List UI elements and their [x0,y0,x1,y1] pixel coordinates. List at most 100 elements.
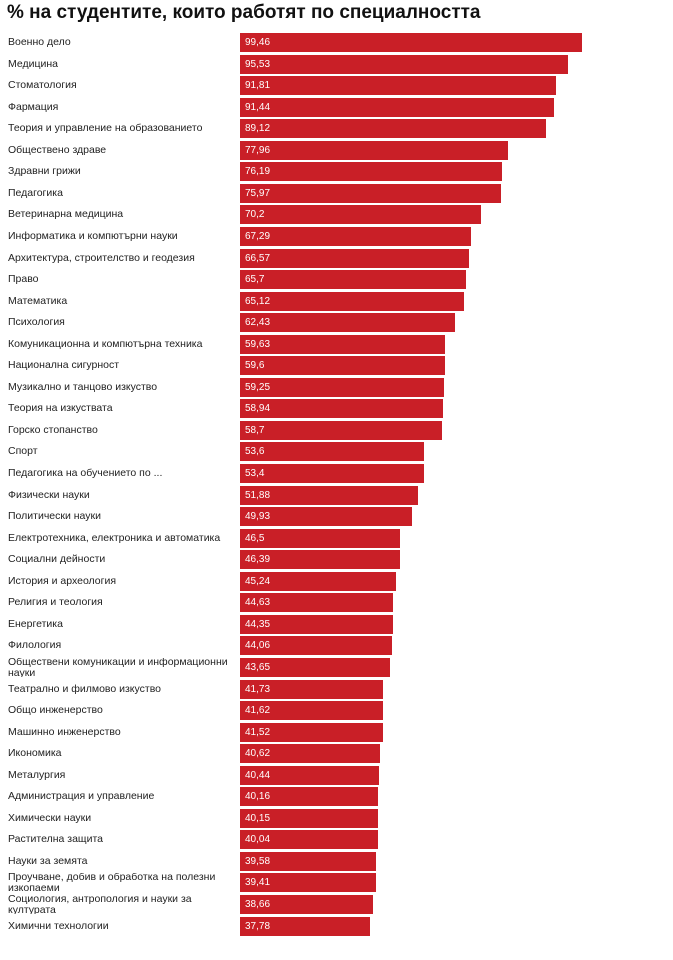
category-label: Право [8,273,39,285]
bar-value-label: 40,04 [245,834,271,845]
category-label: Спорт [8,445,38,457]
bar-value-label: 58,94 [245,403,271,414]
bar-value-label: 99,46 [245,37,271,48]
category-label: Металургия [8,769,66,781]
category-label: Химични технологии [8,920,109,932]
bar-value-label: 40,15 [245,813,271,824]
bar-value-label: 65,7 [245,274,265,285]
category-label: Химически науки [8,812,92,824]
bar-value-label: 66,57 [245,253,271,264]
category-label: Архитектура, строителство и геодезия [8,252,195,264]
bar-value-label: 38,66 [245,899,271,910]
chart-title: % на студентите, които работят по специа… [7,2,481,23]
category-label: Медицина [8,58,58,70]
category-label: История и археология [8,575,117,587]
bar [240,270,466,289]
bar-value-label: 91,81 [245,80,271,91]
bar [240,680,383,699]
bar-value-label: 44,63 [245,597,271,608]
category-label: Религия и теология [8,596,103,608]
bar [240,873,376,892]
bar [240,335,445,354]
category-label: Музикално и танцово изкуство [8,381,158,393]
bar [240,184,501,203]
bar [240,442,424,461]
bar [240,766,379,785]
bar-value-label: 45,24 [245,576,271,587]
category-label: Обществени комуникации и информационни н… [8,658,228,677]
bar-value-label: 49,93 [245,511,271,522]
bar-value-label: 41,62 [245,705,271,716]
bar-value-label: 65,12 [245,296,271,307]
bar [240,658,390,677]
bar [240,313,455,332]
bar [240,55,568,74]
bar [240,830,378,849]
bar [240,399,443,418]
bar [240,205,481,224]
category-label: Информатика и компютърни науки [8,230,178,242]
bar [240,421,442,440]
category-label: Администрация и управление [8,790,155,802]
bar [240,572,396,591]
bar [240,809,378,828]
bar-value-label: 53,6 [245,446,265,457]
bar [240,356,445,375]
category-label: Науки за земята [8,855,88,867]
bar-value-label: 75,97 [245,188,271,199]
category-label: Теория на изкуствата [8,402,113,414]
bar [240,744,380,763]
bar [240,593,393,612]
category-label: Горско стопанство [8,424,98,436]
bar-value-label: 59,25 [245,382,271,393]
bar-value-label: 53,4 [245,468,265,479]
category-label: Енергетика [8,618,63,630]
bar [240,701,383,720]
category-label: Проучване, добив и обработка на полезни … [8,873,216,892]
category-label: Педагогика на обучението по ... [8,467,163,479]
category-label: Здравни грижи [8,165,81,177]
category-label: Фармация [8,101,59,113]
category-label: Електротехника, електроника и автоматика [8,532,221,544]
category-label: Психология [8,316,65,328]
bar [240,98,554,117]
bar [240,507,412,526]
bar-value-label: 58,7 [245,425,265,436]
bar [240,141,508,160]
bar-value-label: 41,73 [245,684,271,695]
bar [240,895,373,914]
bar-value-label: 59,63 [245,339,271,350]
bar [240,787,378,806]
category-label: Математика [8,295,68,307]
bar-value-label: 41,52 [245,727,271,738]
category-label: Комуникационна и компютърна техника [8,338,203,350]
bar [240,162,502,181]
category-label: Политически науки [8,510,101,522]
bar-value-label: 39,58 [245,856,271,867]
bar [240,852,376,871]
category-label: Педагогика [8,187,63,199]
bar-value-label: 43,65 [245,662,271,673]
bar-value-label: 46,39 [245,554,271,565]
category-label: Филология [8,639,62,651]
bar-value-label: 46,5 [245,533,265,544]
bar-value-label: 40,62 [245,748,271,759]
bar-value-label: 70,2 [245,209,265,220]
category-label: Растителна защита [8,833,103,845]
bar [240,486,418,505]
bar-value-label: 95,53 [245,59,271,70]
bar [240,249,469,268]
category-label: Национална сигурност [8,359,120,371]
bar-value-label: 40,16 [245,791,271,802]
category-label: Машинно инженерство [8,726,121,738]
category-label: Теория и управление на образованието [8,122,203,134]
bar-value-label: 44,35 [245,619,271,630]
bar-value-label: 37,78 [245,921,271,932]
bar [240,119,546,138]
bar [240,529,400,548]
category-label: Социология, антропология и науки за култ… [8,895,192,914]
bar-value-label: 44,06 [245,640,271,651]
bar-value-label: 89,12 [245,123,271,134]
category-label: Стоматология [8,79,77,91]
category-label: Физически науки [8,489,90,501]
